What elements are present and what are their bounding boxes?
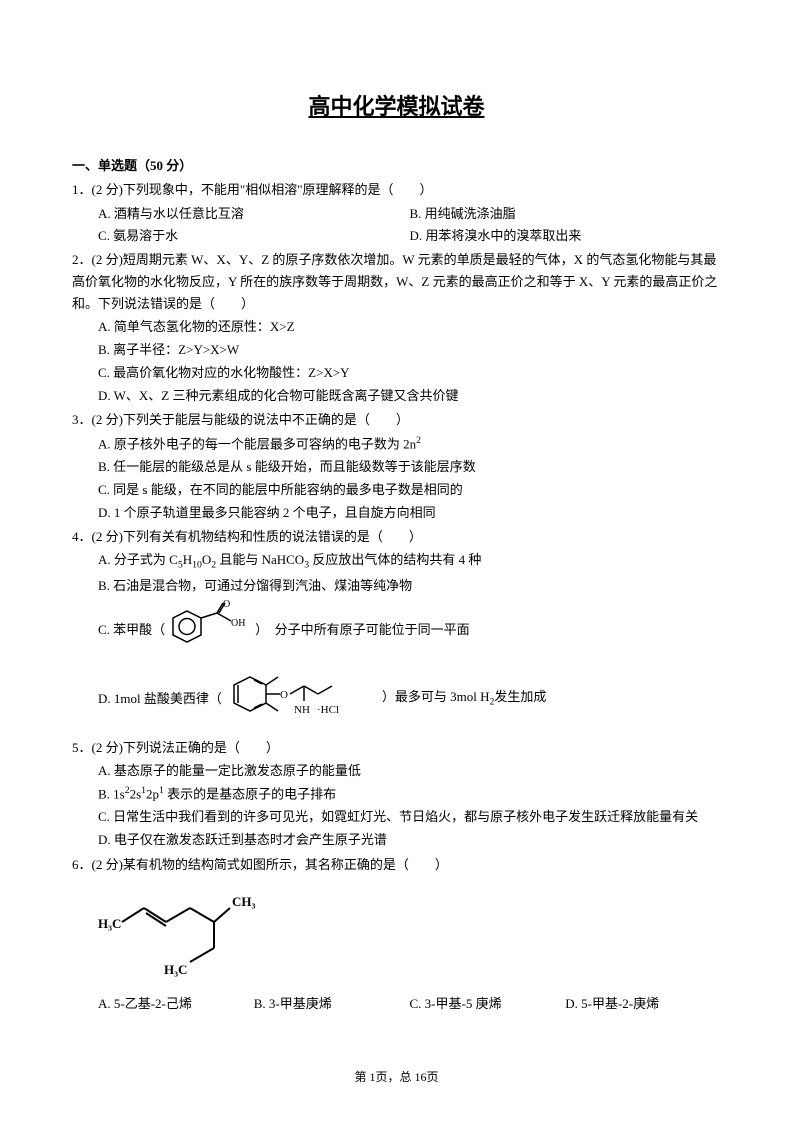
- q4-d-post: 发生加成: [494, 689, 546, 704]
- q4-a-s2: 10: [192, 560, 202, 571]
- q6-opt-b: B. 3-甲基庚烯: [254, 993, 410, 1015]
- q2-opt-c: C. 最高价氧化物对应的水化物酸性：Z>X>Y: [72, 362, 721, 384]
- q2-opt-b: B. 离子半径：Z>Y>X>W: [72, 339, 721, 361]
- q4-c-pre: C. 苯甲酸（: [98, 619, 165, 641]
- q6-options: A. 5-乙基-2-己烯 B. 3-甲基庚烯 C. 3-甲基-5 庚烯 D. 5…: [72, 993, 721, 1015]
- q1-opt-c: C. 氨易溶于水: [98, 225, 410, 247]
- q5-opt-d: D. 电子仅在激发态跃迁到基态时才会产生原子光谱: [72, 829, 721, 851]
- question-6: 6．(2 分)某有机物的结构简式如图所示，其名称正确的是（ ） H₃C CH₃ …: [72, 854, 721, 1015]
- q5-opt-a: A. 基态原子的能量一定比激发态原子的能量低: [72, 760, 721, 782]
- q4-d-pre: D. 1mol 盐酸美西律（: [98, 688, 222, 710]
- question-5: 5．(2 分)下列说法正确的是（ ） A. 基态原子的能量一定比激发态原子的能量…: [72, 737, 721, 852]
- svg-text:O: O: [280, 689, 288, 701]
- q5-b-p: B. 1s: [98, 786, 125, 801]
- q1-stem: 1．(2 分)下列现象中，不能用"相似相溶"原理解释的是（ ）: [72, 179, 721, 201]
- page-title: 高中化学模拟试卷: [72, 88, 721, 125]
- page-footer: 第 1页，总 16页: [0, 1067, 793, 1087]
- question-2: 2．(2 分)短周期元素 W、X、Y、Z 的原子序数依次增加。W 元素的单质是最…: [72, 249, 721, 408]
- question-3: 3．(2 分)下列关于能层与能级的说法中不正确的是（ ） A. 原子核外电子的每…: [72, 409, 721, 524]
- mexiletine-structure-icon: O NH ·HCl: [222, 663, 382, 735]
- q5-b-m2: 2p: [146, 786, 159, 801]
- q3-a-sup: 2: [416, 435, 421, 446]
- q6-opt-c: C. 3-甲基-5 庚烯: [410, 993, 566, 1015]
- q4-opt-d: D. 1mol 盐酸美西律（ O NH ·HCl: [72, 663, 721, 735]
- q5-opt-b: B. 1s22s12p1 表示的是基态原子的电子排布: [72, 783, 721, 805]
- q3-opt-d: D. 1 个原子轨道里最多只能容纳 2 个电子，且自旋方向相同: [72, 502, 721, 524]
- q1-row2: C. 氨易溶于水 D. 用苯将溴水中的溴萃取出来: [72, 225, 721, 247]
- q5-opt-c: C. 日常生活中我们看到的许多可见光，如霓虹灯光、节日焰火，都与原子核外电子发生…: [72, 806, 721, 828]
- q3-stem: 3．(2 分)下列关于能层与能级的说法中不正确的是（ ）: [72, 409, 721, 431]
- q6-structure-icon: H₃C CH₃ H₃C: [72, 880, 721, 987]
- q3-opt-a: A. 原子核外电子的每一个能层最多可容纳的电子数为 2n2: [72, 433, 721, 455]
- benzoic-acid-structure-icon: O OH: [165, 599, 255, 661]
- q1-opt-d: D. 用苯将溴水中的溴萃取出来: [410, 225, 722, 247]
- q4-d-mid: ）最多可与 3mol H2发生加成: [382, 686, 547, 711]
- q6-opt-a: A. 5-乙基-2-己烯: [98, 993, 254, 1015]
- svg-text:H₃C: H₃C: [164, 962, 187, 977]
- q2-stem: 2．(2 分)短周期元素 W、X、Y、Z 的原子序数依次增加。W 元素的单质是最…: [72, 249, 721, 315]
- q1-opt-b: B. 用纯碱洗涤油脂: [410, 203, 722, 225]
- svg-text:NH: NH: [294, 704, 310, 716]
- q1-opt-a: A. 酒精与水以任意比互溶: [98, 203, 410, 225]
- section-header-1: 一、单选题（50 分）: [72, 155, 721, 177]
- question-4: 4．(2 分)下列有关有机物结构和性质的说法错误的是（ ） A. 分子式为 C5…: [72, 526, 721, 735]
- q3-a-pre: A. 原子核外电子的每一个能层最多可容纳的电子数为 2n: [98, 436, 416, 451]
- svg-text:H₃C: H₃C: [98, 916, 121, 931]
- q2-opt-a: A. 简单气态氢化物的还原性：X>Z: [72, 316, 721, 338]
- q3-opt-b: B. 任一能层的能级总是从 s 能级开始，而且能级数等于该能层序数: [72, 456, 721, 478]
- q3-opt-c: C. 同是 s 能级，在不同的能层中所能容纳的最多电子数是相同的: [72, 479, 721, 501]
- q4-a-m3: 且能与 NaHCO: [216, 552, 304, 567]
- q5-stem: 5．(2 分)下列说法正确的是（ ）: [72, 737, 721, 759]
- q4-c-post: ） 分子中所有原子可能位于同一平面: [255, 619, 470, 641]
- question-1: 1．(2 分)下列现象中，不能用"相似相溶"原理解释的是（ ） A. 酒精与水以…: [72, 179, 721, 246]
- svg-text:·HCl: ·HCl: [317, 704, 339, 716]
- q1-row1: A. 酒精与水以任意比互溶 B. 用纯碱洗涤油脂: [72, 203, 721, 225]
- q5-b-m1: 2s: [130, 786, 142, 801]
- svg-text:CH₃: CH₃: [232, 894, 256, 909]
- q4-stem: 4．(2 分)下列有关有机物结构和性质的说法错误的是（ ）: [72, 526, 721, 548]
- q2-opt-d: D. W、X、Z 三种元素组成的化合物可能既含离子键又含共价键: [72, 385, 721, 407]
- q4-opt-a: A. 分子式为 C5H10O2 且能与 NaHCO3 反应放出气体的结构共有 4…: [72, 549, 721, 574]
- svg-text:OH: OH: [231, 618, 245, 629]
- q4-a-post: 反应放出气体的结构共有 4 种: [309, 552, 481, 567]
- q4-a-m2: O: [202, 552, 211, 567]
- q6-stem: 6．(2 分)某有机物的结构简式如图所示，其名称正确的是（ ）: [72, 854, 721, 876]
- q4-a-p1: A. 分子式为 C: [98, 552, 178, 567]
- svg-text:O: O: [223, 599, 230, 610]
- q4-a-m1: H: [183, 552, 192, 567]
- q6-opt-d: D. 5-甲基-2-庚烯: [565, 993, 721, 1015]
- q4-opt-b: B. 石油是混合物，可通过分馏得到汽油、煤油等纯净物: [72, 575, 721, 597]
- q5-b-post: 表示的是基态原子的电子排布: [164, 786, 336, 801]
- q4-opt-c: C. 苯甲酸（ O OH ） 分子中所有原子可能位于同一平面: [72, 599, 721, 661]
- q4-d-mid-txt: ）最多可与 3mol H: [382, 689, 490, 704]
